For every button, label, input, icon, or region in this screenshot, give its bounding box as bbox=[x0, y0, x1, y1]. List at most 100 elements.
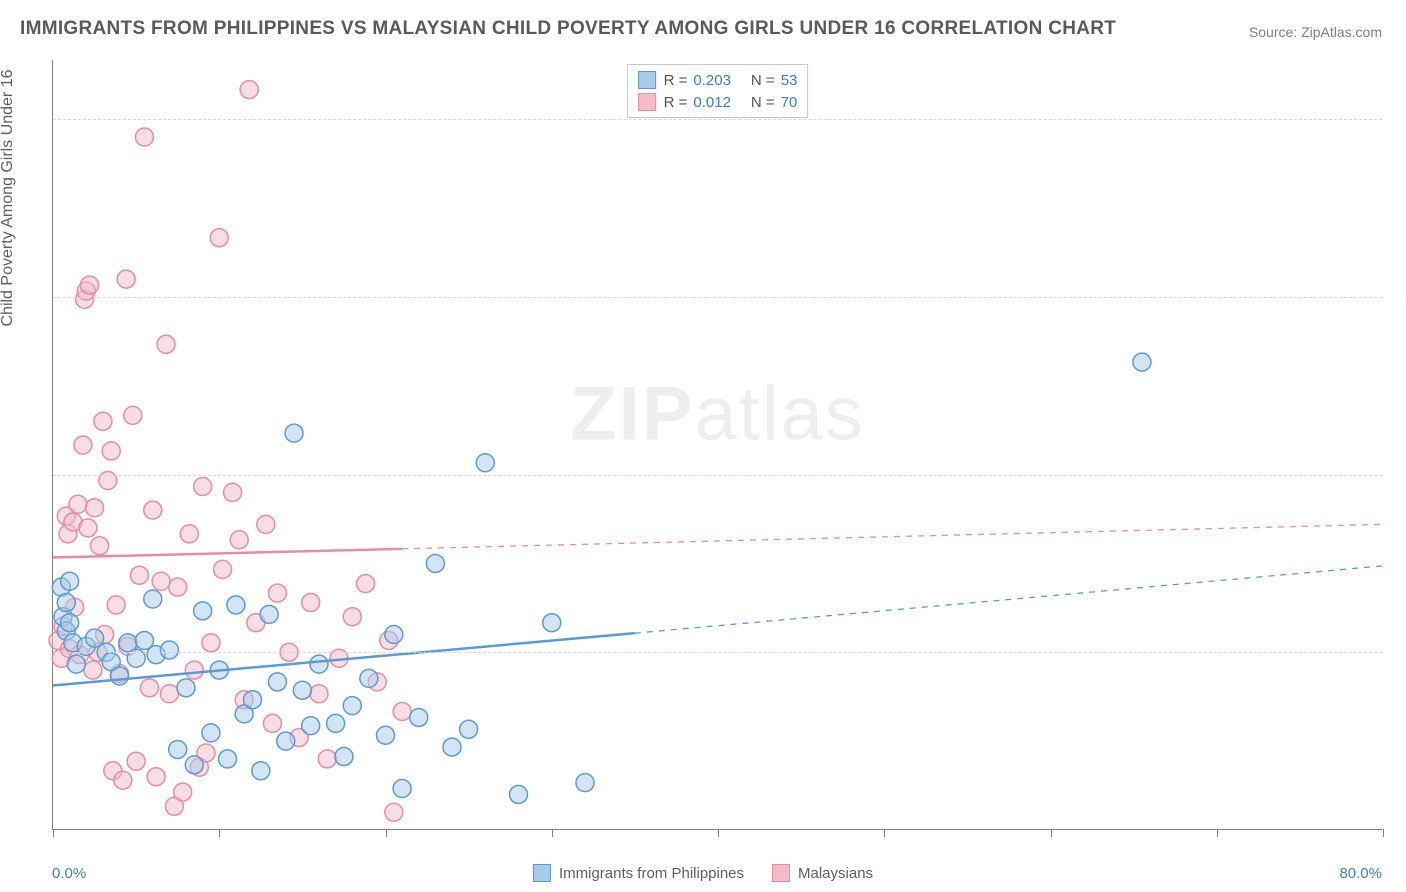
data-point bbox=[224, 483, 242, 501]
y-axis-label: Child Poverty Among Girls Under 16 bbox=[0, 70, 17, 327]
data-point bbox=[69, 495, 87, 513]
data-point bbox=[169, 740, 187, 758]
data-point bbox=[357, 575, 375, 593]
data-point bbox=[210, 229, 228, 247]
x-tick bbox=[884, 829, 885, 837]
data-point bbox=[81, 276, 99, 294]
data-point bbox=[135, 128, 153, 146]
data-point bbox=[130, 566, 148, 584]
data-point bbox=[194, 602, 212, 620]
data-point bbox=[86, 499, 104, 517]
data-point bbox=[157, 335, 175, 353]
data-point bbox=[476, 454, 494, 472]
data-point bbox=[360, 669, 378, 687]
legend-label: Immigrants from Philippines bbox=[559, 865, 744, 882]
data-point bbox=[174, 783, 192, 801]
legend-swatch-icon bbox=[638, 93, 656, 111]
data-point bbox=[185, 661, 203, 679]
gridline bbox=[53, 475, 1382, 476]
source-label: Source: ZipAtlas.com bbox=[1249, 24, 1382, 40]
legend-row-series-0: R = 0.203 N = 53 bbox=[638, 69, 798, 91]
data-point bbox=[268, 673, 286, 691]
data-point bbox=[185, 756, 203, 774]
x-tick bbox=[219, 829, 220, 837]
data-point bbox=[385, 803, 403, 821]
data-point bbox=[268, 584, 286, 602]
legend-swatch-icon bbox=[772, 864, 790, 882]
plot-svg bbox=[53, 60, 1382, 829]
gridline bbox=[53, 652, 1382, 653]
data-point bbox=[61, 572, 79, 590]
data-point bbox=[111, 667, 129, 685]
data-point bbox=[327, 714, 345, 732]
legend-series: Immigrants from Philippines Malaysians bbox=[533, 864, 873, 882]
x-tick bbox=[1383, 829, 1384, 837]
correlation-chart: IMMIGRANTS FROM PHILIPPINES VS MALAYSIAN… bbox=[0, 0, 1406, 892]
data-point bbox=[277, 732, 295, 750]
x-tick bbox=[718, 829, 719, 837]
data-point bbox=[302, 594, 320, 612]
data-point bbox=[393, 780, 411, 798]
data-point bbox=[260, 605, 278, 623]
data-point bbox=[257, 515, 275, 533]
legend-n-label: N = bbox=[751, 94, 775, 111]
data-point bbox=[543, 614, 561, 632]
data-point bbox=[160, 685, 178, 703]
legend-swatch-icon bbox=[638, 71, 656, 89]
legend-r-label: R = bbox=[664, 94, 688, 111]
data-point bbox=[310, 685, 328, 703]
chart-title: IMMIGRANTS FROM PHILIPPINES VS MALAYSIAN… bbox=[20, 18, 1116, 40]
legend-n-label: N = bbox=[751, 72, 775, 89]
data-point bbox=[152, 572, 170, 590]
data-point bbox=[202, 724, 220, 742]
data-point bbox=[318, 750, 336, 768]
legend-item-malaysians: Malaysians bbox=[772, 864, 873, 882]
data-point bbox=[302, 717, 320, 735]
data-point bbox=[227, 596, 245, 614]
legend-swatch-icon bbox=[533, 864, 551, 882]
data-point bbox=[343, 608, 361, 626]
legend-item-philippines: Immigrants from Philippines bbox=[533, 864, 744, 882]
data-point bbox=[84, 661, 102, 679]
plot-area: ZIPatlas R = 0.203 N = 53 R = 0.012 N = … bbox=[52, 60, 1382, 830]
data-point bbox=[79, 519, 97, 537]
data-point bbox=[426, 554, 444, 572]
legend-label: Malaysians bbox=[798, 865, 873, 882]
data-point bbox=[180, 525, 198, 543]
data-point bbox=[219, 750, 237, 768]
data-point bbox=[169, 578, 187, 596]
data-point bbox=[140, 679, 158, 697]
x-axis-max-label: 80.0% bbox=[1339, 865, 1382, 882]
data-point bbox=[1133, 353, 1151, 371]
legend-r-value: 0.203 bbox=[693, 72, 731, 89]
data-point bbox=[343, 697, 361, 715]
legend-correlation: R = 0.203 N = 53 R = 0.012 N = 70 bbox=[627, 64, 809, 118]
data-point bbox=[160, 641, 178, 659]
data-point bbox=[240, 81, 258, 99]
legend-r-value: 0.012 bbox=[693, 94, 731, 111]
gridline bbox=[53, 297, 1382, 298]
data-point bbox=[510, 785, 528, 803]
data-point bbox=[67, 655, 85, 673]
data-point bbox=[177, 679, 195, 697]
data-point bbox=[74, 436, 92, 454]
data-point bbox=[94, 412, 112, 430]
data-point bbox=[127, 752, 145, 770]
data-point bbox=[335, 748, 353, 766]
legend-n-value: 53 bbox=[781, 72, 798, 89]
x-tick bbox=[1051, 829, 1052, 837]
data-point bbox=[124, 406, 142, 424]
data-point bbox=[230, 531, 248, 549]
data-point bbox=[202, 634, 220, 652]
data-point bbox=[293, 681, 311, 699]
data-point bbox=[194, 477, 212, 495]
data-point bbox=[102, 442, 120, 460]
data-point bbox=[460, 720, 478, 738]
data-point bbox=[91, 537, 109, 555]
legend-row-series-1: R = 0.012 N = 70 bbox=[638, 91, 798, 113]
data-point bbox=[393, 703, 411, 721]
data-point bbox=[144, 501, 162, 519]
data-point bbox=[144, 590, 162, 608]
legend-n-value: 70 bbox=[781, 94, 798, 111]
gridline bbox=[53, 119, 1382, 120]
